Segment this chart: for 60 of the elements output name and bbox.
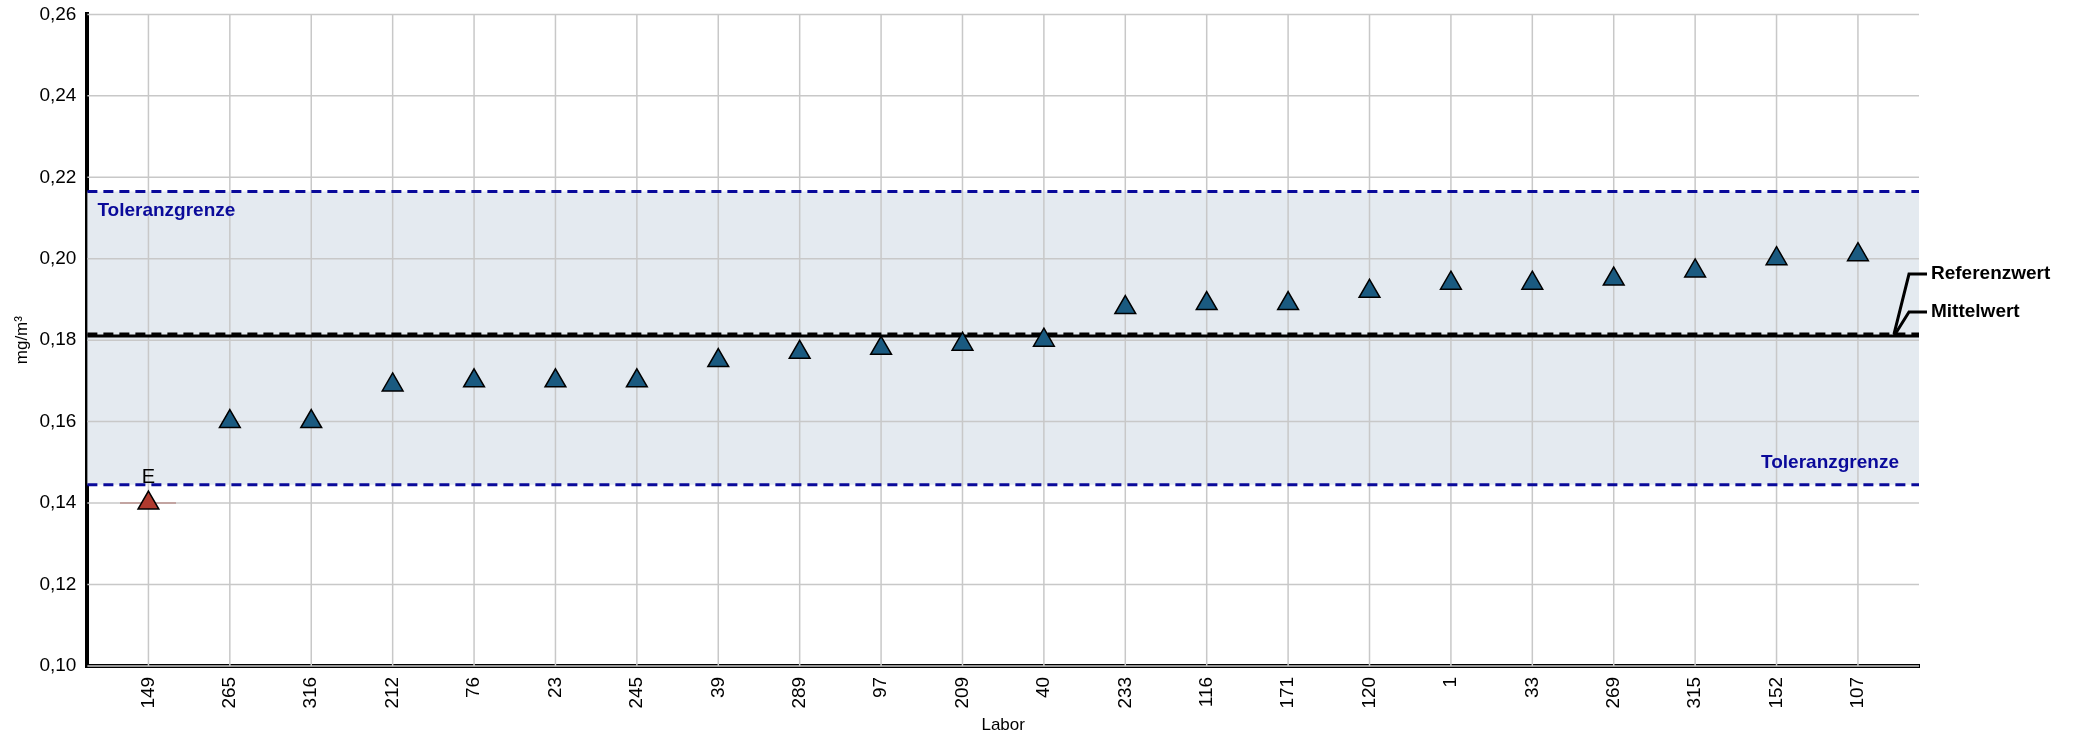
x-tick-label: 171 — [1276, 676, 1298, 709]
y-tick-label: 0,14 — [39, 491, 77, 513]
point — [1276, 290, 1300, 311]
x-tick-label: 269 — [1601, 676, 1623, 709]
point — [300, 408, 323, 429]
x-tick-label: 40 — [1032, 676, 1054, 699]
x-tick-label: 76 — [462, 676, 484, 699]
point — [625, 368, 649, 388]
x-tick-label: 316 — [299, 676, 321, 709]
point — [1765, 245, 1788, 266]
ref-line-label: Toleranzgrenze — [1761, 451, 1899, 473]
x-tick-label: 152 — [1764, 676, 1786, 709]
point — [1195, 290, 1218, 311]
x-tick-label: 1 — [1439, 676, 1461, 688]
x-tick-label: 97 — [869, 676, 891, 699]
y-tick-label: 0,20 — [39, 246, 77, 268]
x-tick-label: 245 — [625, 676, 647, 709]
y-tick-label: 0,26 — [39, 2, 77, 24]
x-tick-label: 289 — [787, 676, 809, 709]
point — [218, 408, 241, 429]
y-tick-label: 0,16 — [39, 409, 77, 431]
point — [1846, 241, 1870, 262]
x-tick-label: 116 — [1194, 676, 1216, 708]
point — [544, 368, 567, 388]
y-tick-label: 0,22 — [39, 165, 77, 187]
point — [1032, 327, 1056, 347]
point — [951, 331, 974, 351]
y-tick-label: 0,24 — [39, 84, 77, 106]
point — [137, 490, 160, 510]
point — [1358, 278, 1381, 299]
x-tick-label: 107 — [1846, 676, 1868, 709]
ref-line-label: Toleranzgrenze — [97, 199, 236, 221]
x-tick-label: 212 — [380, 676, 402, 709]
y-tick-label: 0,12 — [39, 572, 77, 594]
x-tick-label: 209 — [950, 676, 972, 709]
point — [1114, 294, 1137, 315]
point — [869, 335, 893, 356]
x-tick-label: 265 — [218, 676, 240, 709]
legend-label: Mittelwert — [1931, 300, 2021, 322]
point — [381, 372, 404, 392]
point — [707, 347, 730, 368]
x-tick-label: 39 — [706, 676, 728, 699]
point — [1439, 270, 1463, 290]
point — [1683, 258, 1707, 278]
x-tick-label: 315 — [1683, 676, 1705, 709]
point — [788, 339, 811, 360]
x-tick-label: 120 — [1357, 676, 1379, 709]
y-tick-label: 0,18 — [39, 328, 77, 350]
x-tick-label: 233 — [1113, 676, 1135, 709]
x-axis-title: Labor — [981, 715, 1026, 735]
ref-line-label: Referenzwert — [1931, 262, 2051, 284]
y-axis-title: mg/m³ — [11, 315, 31, 365]
annotation: E — [141, 464, 156, 487]
point — [462, 368, 486, 388]
x-tick-label: 149 — [136, 676, 158, 709]
x-tick-label: 33 — [1520, 676, 1542, 699]
y-tick-label: 0,10 — [39, 654, 77, 676]
point — [1521, 270, 1544, 290]
x-tick-label: 23 — [543, 676, 565, 699]
point — [1602, 266, 1625, 286]
